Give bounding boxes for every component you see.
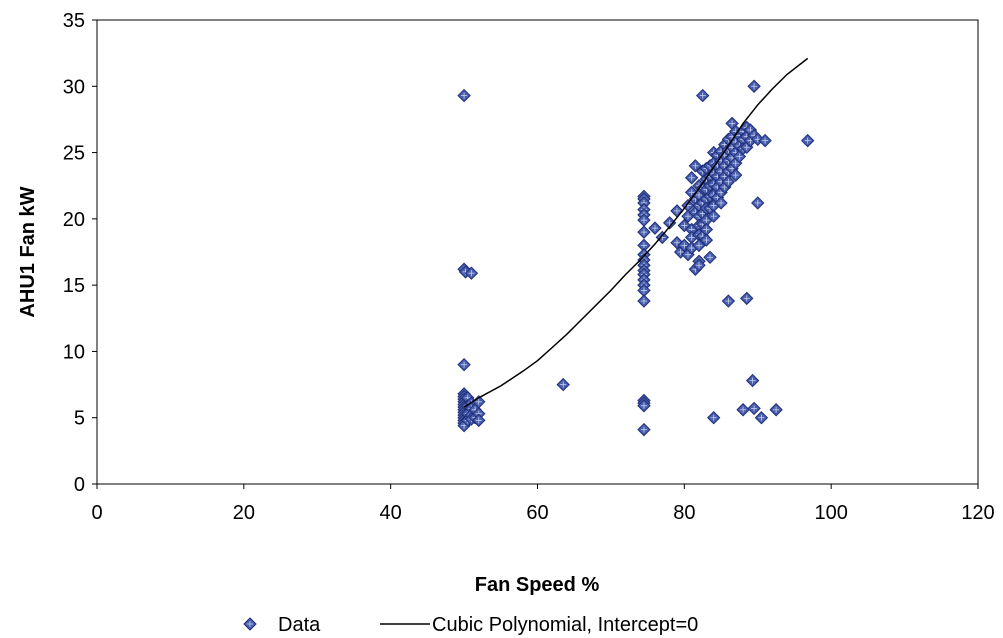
data-point	[729, 168, 743, 182]
data-point	[747, 79, 761, 93]
y-axis: 0 5 10 15 20 25 30 35	[63, 10, 97, 496]
legend-data-label: Data	[278, 614, 321, 636]
data-point	[706, 411, 721, 425]
data-point	[721, 294, 736, 308]
data-point	[736, 403, 750, 417]
data-point	[472, 413, 486, 428]
y-tick-label: 15	[63, 275, 85, 297]
x-axis: 0 20 40 60 80 100 120	[91, 484, 995, 524]
data-point	[714, 196, 728, 210]
data-point	[684, 171, 699, 185]
data-point	[556, 377, 570, 392]
legend-data-marker	[243, 617, 257, 631]
x-axis-title: Fan Speed %	[475, 574, 600, 596]
data-point	[769, 403, 783, 417]
data-point	[754, 411, 769, 425]
data-point	[699, 233, 714, 247]
data-point	[758, 133, 772, 148]
data-point	[745, 373, 760, 388]
data-series	[457, 79, 815, 437]
x-tick-label: 20	[233, 502, 255, 524]
data-point	[648, 221, 662, 235]
plot-area	[96, 19, 979, 485]
x-tick-label: 40	[380, 502, 402, 524]
y-tick-label: 0	[74, 474, 85, 496]
data-point	[637, 399, 651, 413]
y-axis-title: AHU1 Fan kW	[17, 186, 39, 317]
y-tick-label: 5	[74, 408, 85, 430]
data-point	[637, 294, 651, 308]
legend-fit-label: Cubic Polynomial, Intercept=0	[432, 614, 698, 636]
data-point	[751, 196, 765, 210]
data-point	[637, 422, 651, 437]
legend: Data Cubic Polynomial, Intercept=0	[243, 614, 698, 636]
data-point	[706, 209, 721, 223]
x-tick-label: 0	[91, 502, 102, 524]
y-tick-label: 20	[63, 209, 85, 231]
data-point	[747, 401, 761, 416]
data-point	[695, 88, 710, 103]
legend-diamond-icon	[243, 617, 257, 631]
data-point	[692, 258, 706, 272]
y-tick-label: 10	[63, 341, 85, 363]
data-point	[800, 133, 815, 148]
data-point	[457, 357, 471, 372]
data-point	[740, 291, 754, 306]
y-tick-label: 35	[63, 10, 85, 32]
data-point	[457, 88, 471, 103]
x-tick-label: 60	[526, 502, 548, 524]
y-tick-label: 30	[63, 76, 85, 98]
data-point	[637, 225, 651, 239]
fit-series	[463, 57, 809, 408]
data-point	[703, 250, 717, 265]
data-point	[721, 175, 736, 189]
fit-curve	[463, 57, 809, 408]
y-tick-label: 25	[63, 143, 85, 165]
x-tick-label: 80	[673, 502, 695, 524]
x-tick-label: 100	[814, 502, 847, 524]
data-point	[464, 266, 479, 280]
x-tick-label: 120	[961, 502, 994, 524]
